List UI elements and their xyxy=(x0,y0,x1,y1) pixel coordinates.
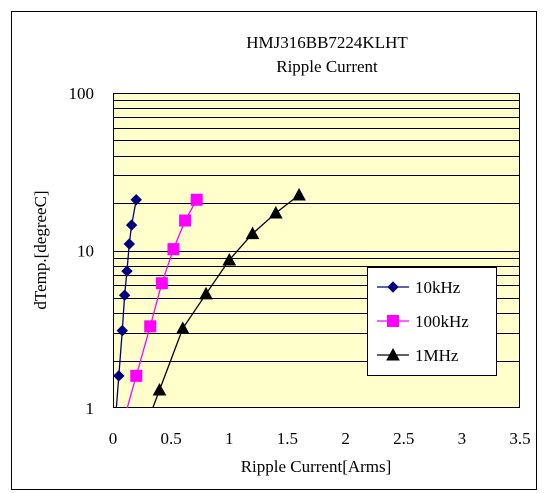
series-10kHz xyxy=(113,194,142,408)
axis-layer: 0 0.5 1 1.5 2 2.5 3 3.5 1 10 100 xyxy=(69,84,531,448)
data-point xyxy=(152,383,167,396)
legend-marker xyxy=(386,347,400,361)
data-point xyxy=(155,277,168,290)
data-point xyxy=(144,320,157,333)
chart-subtitle: Ripple Current xyxy=(276,57,378,76)
x-tick-label: 0 xyxy=(109,429,118,448)
data-point xyxy=(118,289,131,301)
data-point xyxy=(130,194,142,206)
chart-title: HMJ316BB7224KLHT xyxy=(246,33,408,52)
data-point xyxy=(116,324,129,337)
data-point xyxy=(245,226,260,240)
x-tick-label: 3 xyxy=(458,429,467,448)
data-point xyxy=(123,238,135,250)
x-axis-label: Ripple Current[Arms] xyxy=(241,457,392,476)
y-tick-label: 10 xyxy=(77,242,94,261)
legend-item: 10kHz xyxy=(377,278,461,297)
x-tick-label: 2.5 xyxy=(393,429,414,448)
x-tick-label: 2 xyxy=(341,429,350,448)
legend-label: 10kHz xyxy=(415,278,461,297)
x-tick-label: 0.5 xyxy=(161,429,182,448)
y-tick-label: 1 xyxy=(86,399,95,418)
data-point xyxy=(175,321,190,334)
legend-item: 1MHz xyxy=(377,346,459,365)
legend-marker xyxy=(387,315,399,327)
x-tick-label: 1 xyxy=(225,429,234,448)
legend-item: 100kHz xyxy=(377,312,469,331)
data-point xyxy=(292,187,306,201)
data-point xyxy=(113,370,125,382)
series-1MHz xyxy=(152,187,306,408)
data-point xyxy=(167,243,180,256)
plot-border xyxy=(113,93,520,408)
legend-marker xyxy=(387,281,399,293)
data-point xyxy=(222,252,237,266)
series-layer xyxy=(113,187,306,408)
legend-label: 100kHz xyxy=(415,312,469,331)
x-tick-label: 1.5 xyxy=(277,429,298,448)
data-point xyxy=(179,214,192,227)
x-tick-label: 3.5 xyxy=(509,429,530,448)
data-point xyxy=(125,219,138,231)
data-point xyxy=(190,193,203,206)
legend-label: 1MHz xyxy=(415,346,459,365)
y-axis-label: dTemp.[degreeC] xyxy=(31,190,50,309)
data-point xyxy=(130,369,143,382)
y-tick-label: 100 xyxy=(69,84,95,103)
data-point xyxy=(121,265,133,277)
legend: 10kHz 100kHz 1MHz xyxy=(367,267,497,376)
data-point xyxy=(199,286,213,300)
data-point xyxy=(268,205,283,219)
series-100kHz xyxy=(126,193,203,408)
